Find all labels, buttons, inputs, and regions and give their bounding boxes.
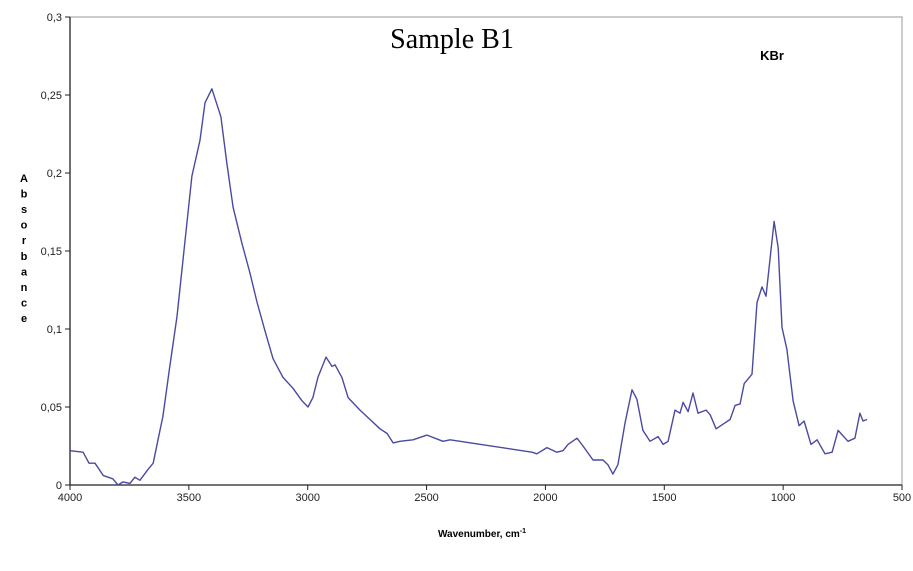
x-axis-label: Wavenumber, cm-1 — [438, 528, 526, 540]
y-tick-label: 0,3 — [47, 12, 62, 24]
y-axis-label-letter: a — [21, 266, 28, 278]
y-axis-label-letter: b — [21, 189, 28, 201]
x-ticks: 4000 3500 3000 2500 2000 1500 1000 500 — [58, 485, 911, 504]
plot-frame — [69, 16, 903, 486]
x-tick-label: 3000 — [295, 492, 319, 504]
x-tick-label: 3500 — [177, 492, 201, 504]
x-tick-label: 500 — [893, 492, 911, 504]
y-ticks: 0 0,05 0,1 0,15 0,2 0,25 0,3 — [41, 12, 70, 492]
y-tick-label: 0,05 — [41, 402, 62, 414]
y-axis-label-letter: o — [21, 220, 28, 232]
y-tick-label: 0,1 — [47, 324, 62, 336]
x-tick-label: 2000 — [533, 492, 557, 504]
y-tick-label: 0,15 — [41, 246, 62, 258]
y-axis-label-letter: e — [21, 313, 27, 325]
y-axis-label-letter: A — [20, 173, 28, 185]
y-tick-label: 0 — [56, 480, 62, 492]
y-axis-label-letter: b — [21, 251, 28, 263]
kbr-annotation: KBr — [760, 48, 784, 63]
y-axis-label-letter: c — [21, 297, 27, 309]
y-tick-label: 0,2 — [47, 168, 62, 180]
x-tick-label: 1000 — [771, 492, 795, 504]
y-axis-label-letter: r — [22, 235, 27, 247]
x-tick-label: 4000 — [58, 492, 82, 504]
y-axis-label-letter: s — [21, 204, 27, 216]
x-tick-label: 2500 — [414, 492, 438, 504]
chart-title: Sample B1 — [390, 24, 514, 55]
y-tick-label: 0,25 — [41, 90, 62, 102]
x-axis-label-sup: -1 — [520, 528, 526, 535]
x-tick-label: 1500 — [652, 492, 676, 504]
absorbance-series-line — [69, 88, 868, 486]
x-axis-label-text: Wavenumber, cm — [438, 529, 520, 540]
y-axis-label-letter: n — [21, 282, 28, 294]
